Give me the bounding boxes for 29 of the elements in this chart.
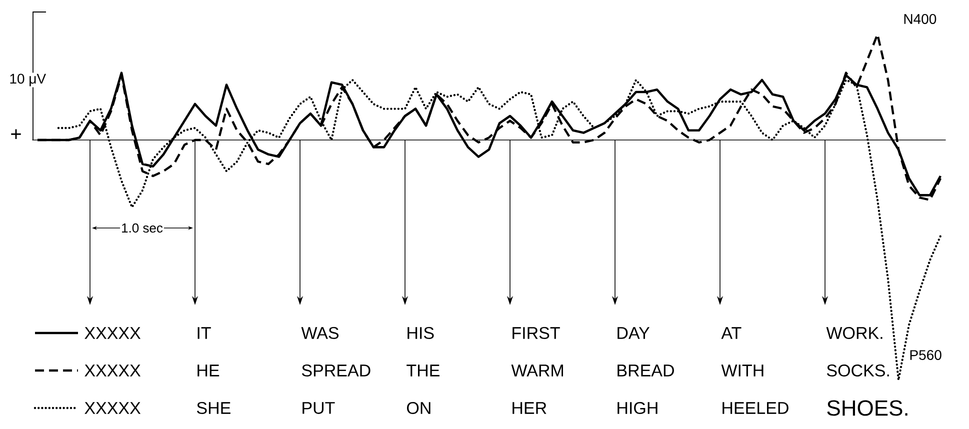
annotation: HIS	[408, 326, 434, 340]
annotation: WITH	[721, 364, 764, 376]
annotation: WORK.	[826, 326, 882, 340]
annotation: FIRST	[512, 326, 560, 340]
text: SHOES.	[827, 400, 908, 416]
annotation: P560	[910, 350, 942, 360]
text: ON	[407, 402, 430, 414]
text: +	[11, 129, 21, 140]
annotation: SPREAD	[302, 364, 370, 377]
text: PUT	[302, 402, 335, 414]
annotation: HE	[198, 364, 220, 376]
annotation: WARM	[511, 364, 564, 376]
text: SHE	[196, 402, 230, 414]
annotation: WAS	[301, 326, 339, 340]
annotation: BREAD	[618, 364, 674, 376]
text: HIGH	[618, 402, 658, 414]
annotation: THE	[406, 364, 440, 376]
annotation: DAY	[618, 327, 650, 339]
text: N400	[904, 14, 936, 24]
legend-label: XXXXX	[84, 402, 141, 414]
text: HER	[512, 402, 546, 414]
annotation: AT	[721, 327, 742, 339]
legend-label: XXXXX	[84, 327, 141, 339]
text: HEELED	[722, 402, 788, 414]
annotation: 10 μV	[10, 74, 46, 86]
annotation: 1.0 sec	[122, 223, 163, 233]
annotation: SOCKS.	[826, 364, 889, 377]
legend-label: XXXXX	[84, 364, 141, 376]
annotation: IT	[198, 327, 211, 339]
